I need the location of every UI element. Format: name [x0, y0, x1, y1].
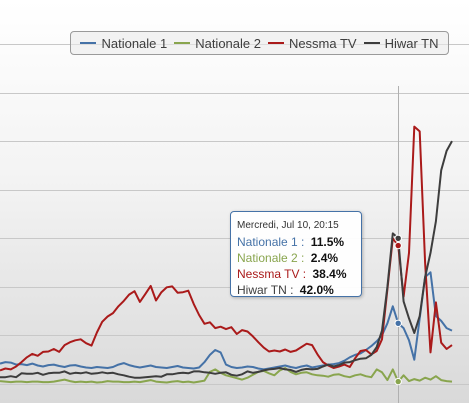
tooltip-series-value: 42.0% — [299, 283, 334, 297]
legend-item-nationale-2[interactable]: Nationale 2 — [174, 36, 261, 51]
legend-item-hiwar-tn[interactable]: Hiwar TN — [363, 35, 439, 51]
hover-marker-nessma-tv — [394, 241, 402, 250]
legend-label-nationale-2: Nationale 2 — [195, 35, 261, 51]
tooltip-header: Mercredi, Jul 10, 20:15 — [237, 220, 339, 231]
series-line-nationale-1 — [0, 271, 453, 371]
series-line-nessma-tv — [0, 125, 453, 372]
tooltip-row-hiwar-tn: Hiwar TN : 42.0% — [237, 283, 334, 297]
legend-swatch-nationale-1 — [80, 42, 97, 44]
chart-tooltip: Mercredi, Jul 10, 20:15 Nationale 1 : 11… — [230, 211, 362, 297]
tooltip-row-nessma-tv: Nessma TV : 38.4% — [237, 267, 347, 281]
tooltip-row-nationale-1: Nationale 1 : 11.5% — [237, 235, 345, 249]
hover-marker-nationale-2 — [394, 377, 402, 386]
tooltip-series-name: Nationale 2 — [237, 251, 298, 265]
tooltip-series-value: 11.5% — [310, 235, 345, 249]
tooltip-series-value: 38.4% — [312, 267, 347, 281]
legend-swatch-hiwar-tn — [363, 42, 380, 44]
legend-label-nationale-1: Nationale 1 — [101, 35, 168, 51]
series-line-nationale-2 — [0, 367, 453, 384]
hover-marker-hiwar-tn — [394, 234, 402, 242]
legend-label-nessma-tv: Nessma TV — [288, 35, 357, 51]
hover-marker-nationale-1 — [394, 319, 402, 327]
series-line-hiwar-tn — [0, 140, 453, 379]
legend-item-nationale-1[interactable]: Nationale 1 — [80, 36, 167, 51]
tooltip-series-name: Hiwar TN — [237, 283, 287, 297]
tooltip-series-value: 2.4% — [310, 251, 339, 265]
legend-label-hiwar-tn: Hiwar TN — [384, 35, 439, 51]
legend-item-nessma-tv[interactable]: Nessma TV — [267, 35, 357, 51]
tooltip-series-name: Nessma TV — [237, 267, 300, 281]
chart-legend: Nationale 1 Nationale 2 Nessma TV Hiwar … — [70, 31, 449, 55]
legend-swatch-nessma-tv — [267, 42, 284, 44]
tooltip-row-nationale-2: Nationale 2 : 2.4% — [237, 251, 339, 265]
legend-swatch-nationale-2 — [174, 42, 191, 44]
tooltip-series-name: Nationale 1 — [237, 235, 298, 249]
